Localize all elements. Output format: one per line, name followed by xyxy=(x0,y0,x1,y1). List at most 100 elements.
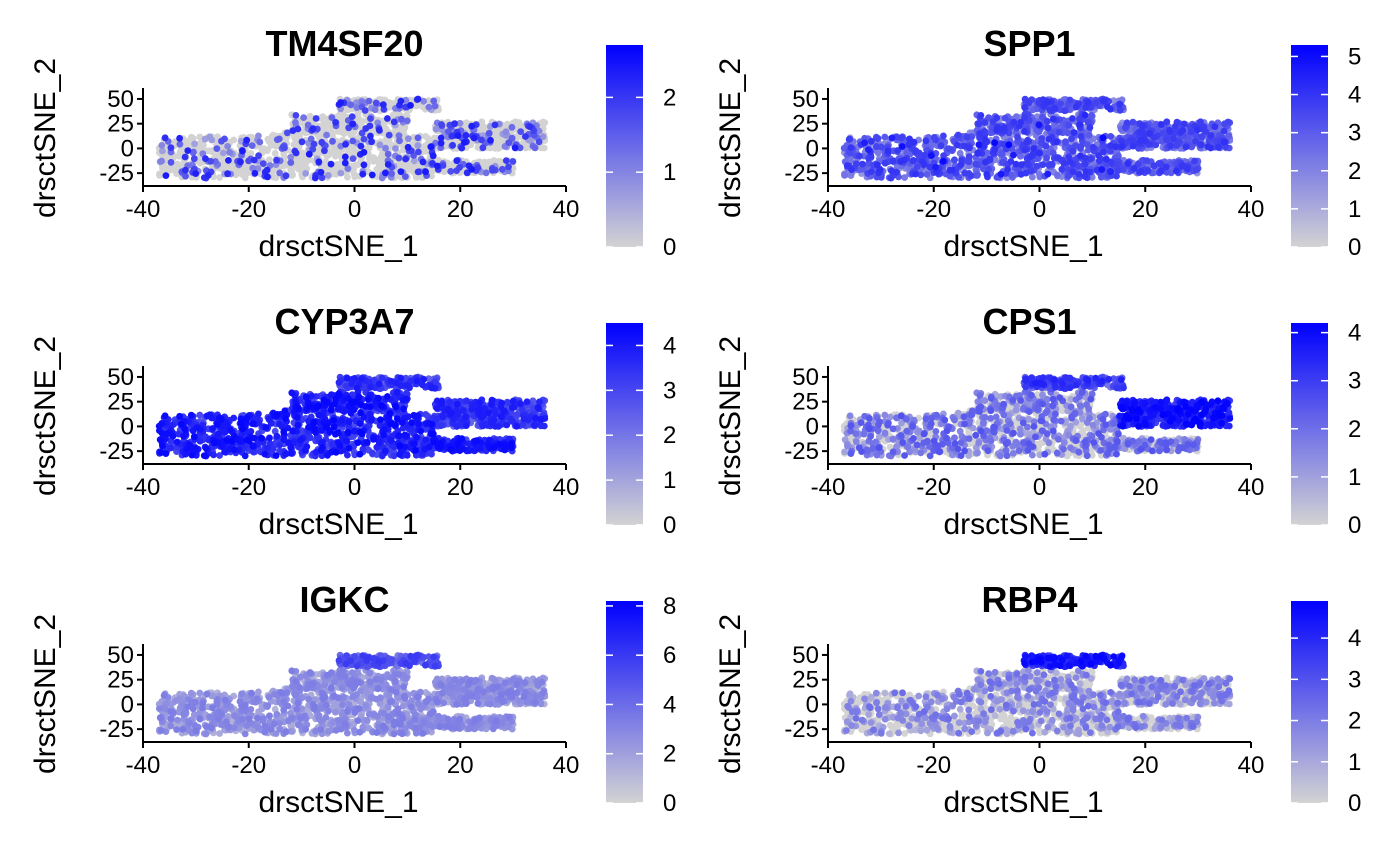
cell-point xyxy=(993,127,1000,134)
cell-point xyxy=(300,114,307,121)
y-tick-label: -25 xyxy=(99,160,134,187)
cell-point xyxy=(375,126,383,134)
cell-point xyxy=(287,159,295,167)
cell-point xyxy=(889,157,897,165)
cell-point xyxy=(453,422,461,430)
cell-point xyxy=(967,172,975,180)
cell-point xyxy=(318,174,326,182)
cell-point xyxy=(1102,155,1110,163)
cell-point xyxy=(1100,148,1107,156)
cell-point xyxy=(1085,131,1093,139)
cell-point xyxy=(1113,172,1120,180)
cell-point xyxy=(336,114,343,121)
cell-point xyxy=(1029,173,1036,181)
cell-point xyxy=(1191,157,1198,165)
cell-point xyxy=(397,374,405,382)
cell-point xyxy=(922,137,930,145)
cell-point xyxy=(182,166,189,174)
cell-point xyxy=(376,141,384,149)
cell-point xyxy=(981,136,989,143)
cell-point xyxy=(503,421,511,429)
cell-point xyxy=(427,143,435,151)
cell-point xyxy=(898,143,906,150)
cell-point xyxy=(384,115,391,122)
cell-point xyxy=(954,131,962,139)
cell-point xyxy=(1010,151,1017,159)
legend-tick-label: 3 xyxy=(1348,120,1361,147)
cell-point xyxy=(390,452,398,460)
cell-point xyxy=(161,162,168,170)
cell-point xyxy=(358,98,366,106)
cell-point xyxy=(1065,121,1073,129)
cell-point xyxy=(349,120,357,128)
cell-point xyxy=(329,440,336,448)
cell-point xyxy=(199,150,207,158)
cell-point xyxy=(1207,144,1215,152)
cell-point xyxy=(262,146,270,153)
cell-point xyxy=(375,159,383,167)
cell-point xyxy=(361,107,369,114)
cell-point xyxy=(477,126,484,133)
cell-point xyxy=(273,156,280,164)
cell-point xyxy=(219,149,227,157)
cell-point xyxy=(993,114,1001,122)
cell-point xyxy=(1044,124,1052,132)
y-axis-title: drsctSNE_2 xyxy=(29,58,62,218)
cell-point xyxy=(874,135,881,143)
cell-point xyxy=(1116,100,1123,108)
cell-point xyxy=(439,413,447,421)
cell-point xyxy=(540,144,548,152)
cell-point xyxy=(433,162,441,170)
cell-point xyxy=(1048,160,1056,168)
cell-point xyxy=(255,410,262,418)
y-tick-label: 50 xyxy=(107,86,134,113)
cell-point xyxy=(438,121,445,128)
cell-point xyxy=(1082,168,1090,176)
cell-point xyxy=(309,125,317,133)
cell-point xyxy=(298,149,306,157)
cell-point xyxy=(873,161,881,169)
cell-point xyxy=(535,138,543,146)
cell-point xyxy=(520,415,528,423)
cell-point xyxy=(296,162,304,170)
cell-point xyxy=(429,152,437,160)
cell-point xyxy=(517,128,525,136)
cell-point xyxy=(865,146,872,154)
cell-point xyxy=(351,375,358,382)
cell-point xyxy=(1146,129,1153,137)
cell-point xyxy=(263,166,271,174)
cell-point xyxy=(321,115,328,123)
cell-point xyxy=(158,157,166,165)
cell-point xyxy=(351,149,359,157)
cell-point xyxy=(251,170,259,177)
cell-point xyxy=(1088,111,1095,119)
cell-point xyxy=(1075,162,1083,170)
cell-point xyxy=(531,144,539,152)
cell-point xyxy=(928,152,935,160)
cell-point xyxy=(341,159,349,167)
cell-point xyxy=(508,404,516,412)
cell-point xyxy=(371,106,379,114)
cell-point xyxy=(344,165,352,173)
cell-point xyxy=(403,111,410,119)
cell-point xyxy=(368,449,376,457)
cell-point xyxy=(1099,134,1107,142)
cell-point xyxy=(1064,129,1072,137)
color-legend-bar xyxy=(606,45,643,247)
cell-point xyxy=(1021,146,1029,154)
cell-point xyxy=(939,157,947,165)
cell-point xyxy=(884,147,892,155)
cell-point xyxy=(845,136,853,143)
panel-cyp3a7: CYP3A7-40 -20 0 20 4050250-25drsctSNE_1drsct… xyxy=(29,301,676,541)
cell-point xyxy=(1137,136,1145,144)
cell-point xyxy=(362,125,370,132)
cell-point xyxy=(379,101,387,109)
y-tick-label: 25 xyxy=(107,111,134,138)
cell-point xyxy=(396,137,403,145)
cell-point xyxy=(1076,121,1084,128)
cell-point xyxy=(481,158,489,166)
legend-tick-label: 0 xyxy=(663,234,676,261)
cell-point xyxy=(539,133,547,141)
cell-point xyxy=(1004,166,1011,173)
cell-point xyxy=(329,137,336,145)
